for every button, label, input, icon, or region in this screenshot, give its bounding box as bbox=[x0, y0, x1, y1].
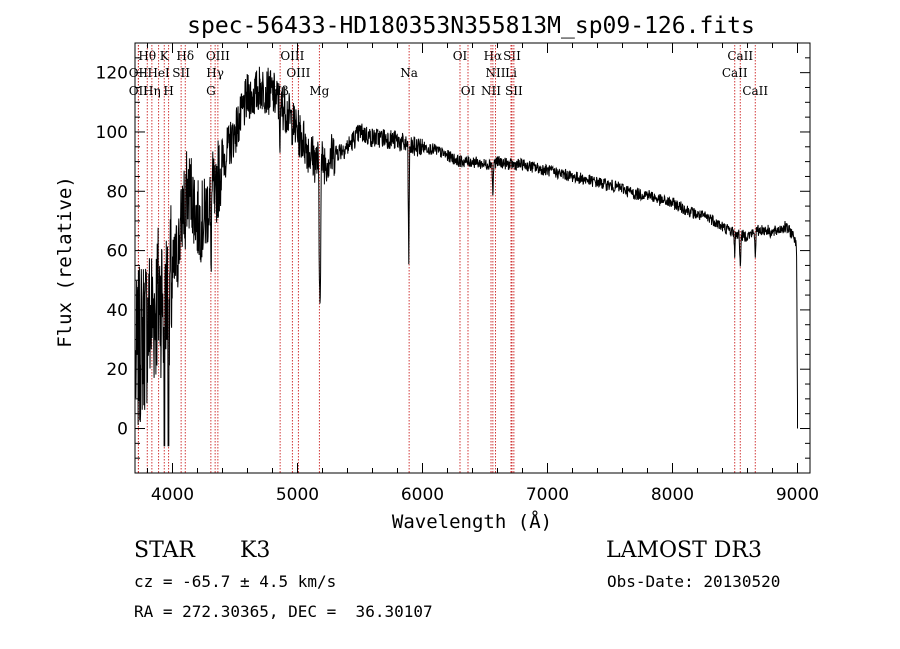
spectral-line-label: SII bbox=[505, 84, 523, 98]
x-tick-label: 5000 bbox=[276, 485, 319, 505]
spectral-line-label: H bbox=[163, 84, 173, 98]
spectral-line-label: Hδ bbox=[176, 49, 194, 63]
spectrum-layer bbox=[135, 66, 798, 447]
y-tick-label: 40 bbox=[106, 301, 128, 321]
spectral-line-label: OIII bbox=[206, 49, 230, 63]
y-tick-label: 0 bbox=[117, 420, 128, 440]
spectral-line-label: OIII bbox=[280, 49, 304, 63]
y-tick-label: 120 bbox=[96, 64, 128, 84]
spectral-line-label: K bbox=[160, 49, 170, 63]
survey-name: LAMOST DR3 bbox=[606, 538, 762, 563]
y-tick-label: 20 bbox=[106, 360, 128, 380]
spectral-line-label: G bbox=[206, 84, 216, 98]
y-tick-label: 100 bbox=[96, 123, 128, 143]
spectral-line-label: Hα bbox=[484, 49, 503, 63]
spectrum-line bbox=[135, 66, 798, 447]
x-tick-label: 8000 bbox=[651, 485, 694, 505]
spectral-line-label: HeI bbox=[147, 66, 170, 80]
spectral-line-label: CaII bbox=[742, 84, 768, 98]
chart-title: spec-56433-HD180353N355813M_sp09-126.fit… bbox=[187, 13, 755, 39]
spectral-line-label: OI bbox=[461, 84, 476, 98]
object-subclass: K3 bbox=[240, 538, 271, 563]
spectral-line-label: SII bbox=[503, 49, 521, 63]
spectral-line-label: Hη bbox=[143, 84, 161, 98]
y-tick-label: 80 bbox=[106, 182, 128, 202]
spectral-line-label: Hγ bbox=[206, 66, 224, 80]
x-axis-label: Wavelength (Å) bbox=[392, 510, 552, 533]
spectral-line-label: OI bbox=[453, 49, 468, 63]
spectral-line-label: Hθ bbox=[138, 49, 156, 63]
spectral-line-label: Li bbox=[505, 66, 517, 80]
spectral-line-label: CaII bbox=[722, 66, 748, 80]
spectral-line-label: Na bbox=[400, 66, 418, 80]
spectral-line-label: OIII bbox=[286, 66, 310, 80]
x-tick-label: 9000 bbox=[776, 485, 819, 505]
axis-ticks: 4000 5000 6000 7000 8000 9000 0 20 40 60 80 100 120 bbox=[96, 42, 819, 505]
spectral-line-label: SII bbox=[172, 66, 190, 80]
spectral-line-label: CaII bbox=[727, 49, 753, 63]
redshift-value: cz = -65.7 ± 4.5 km/s bbox=[134, 572, 337, 591]
x-tick-label: 7000 bbox=[526, 485, 569, 505]
spectral-line-label: Mg bbox=[309, 84, 329, 98]
spectral-line-label: NII bbox=[486, 66, 506, 80]
x-tick-label: 6000 bbox=[401, 485, 444, 505]
y-axis-label: Flux (relative) bbox=[54, 176, 76, 348]
spectral-line-label: NII bbox=[481, 84, 501, 98]
x-tick-label: 4000 bbox=[151, 485, 194, 505]
spectral-line-label: OII bbox=[129, 84, 149, 98]
y-tick-label: 60 bbox=[106, 242, 128, 262]
observation-date: Obs-Date: 20130520 bbox=[607, 572, 781, 591]
object-class: STAR bbox=[134, 538, 195, 563]
coordinates: RA = 272.30365, DEC = 36.30107 bbox=[134, 602, 433, 621]
